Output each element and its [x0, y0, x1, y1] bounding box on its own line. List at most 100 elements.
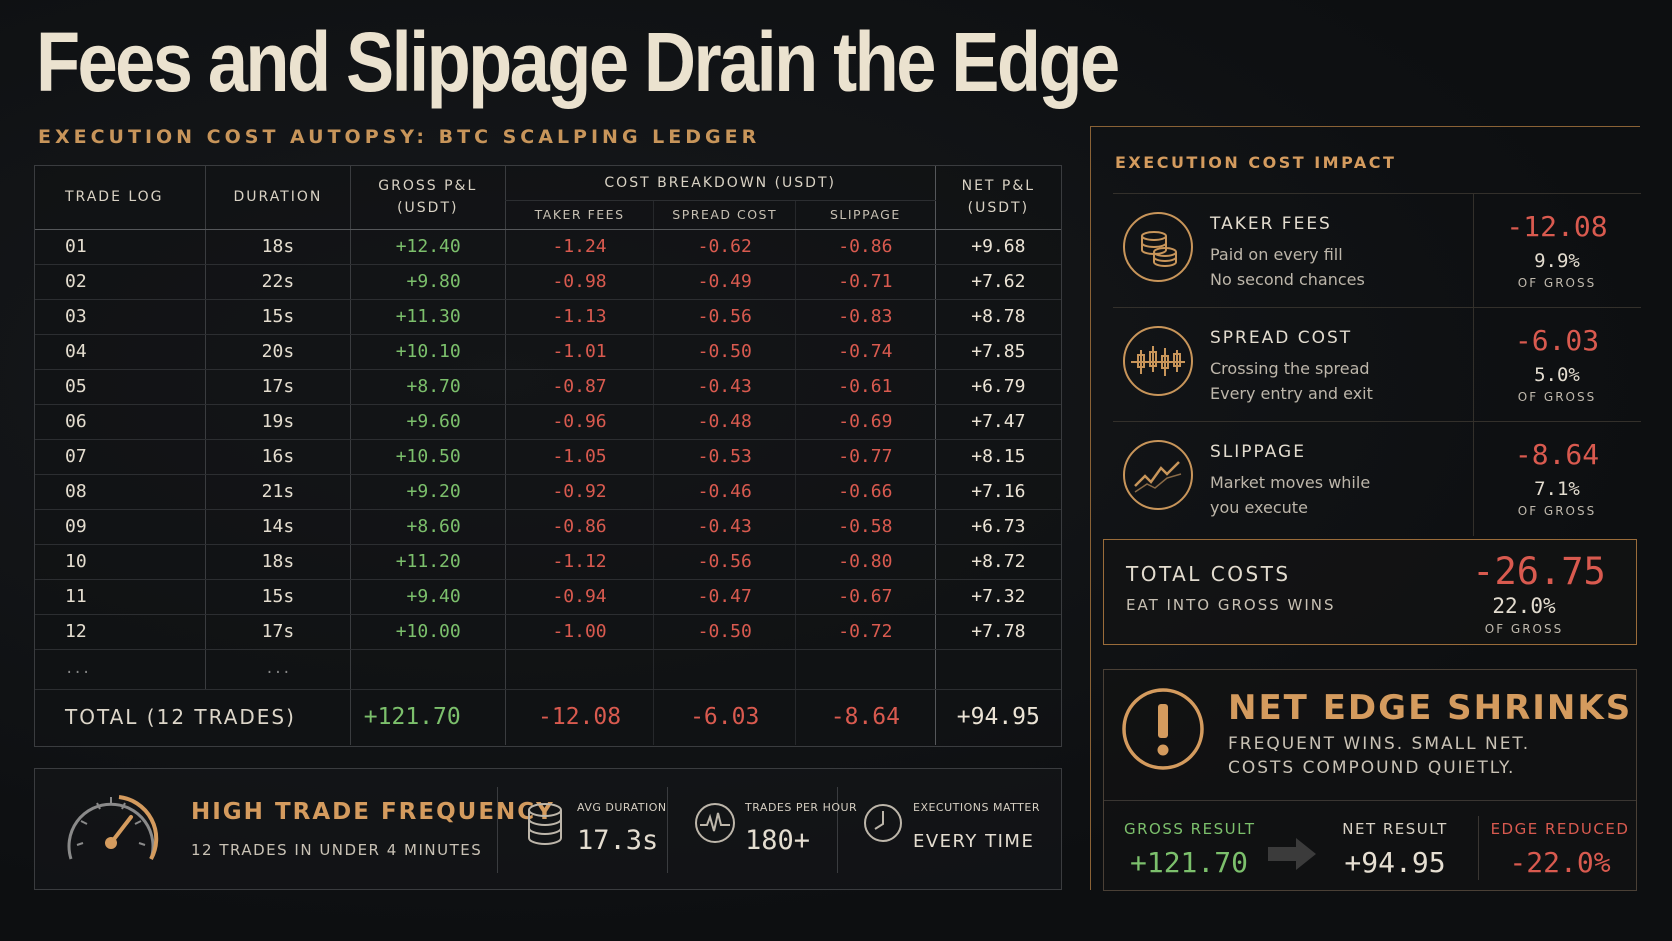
cell-fees: -0.92	[504, 474, 654, 510]
divider	[1473, 422, 1474, 536]
cell-net: +8.72	[934, 544, 1061, 580]
total-spread: -6.03	[653, 688, 796, 745]
cell-slippage: -0.69	[795, 404, 936, 440]
header-taker-fees: TAKER FEES	[504, 200, 654, 230]
cell-ellipsis	[934, 649, 1061, 690]
cell-net: +6.79	[934, 369, 1061, 405]
header-gross-pl-unit: (USDT)	[397, 200, 459, 217]
impact-desc-line: Crossing the spread	[1210, 359, 1370, 378]
frequency-subtitle: 12 TRADES IN UNDER 4 MINUTES	[191, 841, 483, 859]
cell-duration: 17s	[205, 369, 351, 405]
table-row: 09 14s +8.60 -0.86 -0.43 -0.58 +6.73	[35, 509, 1061, 545]
impact-amount: -12.08	[1506, 210, 1608, 243]
cell-ellipsis: ...	[35, 649, 206, 690]
table-row-ellipsis: ......	[35, 649, 1061, 690]
trend-icon	[1123, 440, 1193, 510]
impact-desc: Paid on every fill No second chances	[1210, 242, 1440, 292]
impact-desc-line: No second chances	[1210, 270, 1365, 289]
impact-row-taker-fees: TAKER FEES Paid on every fill No second c…	[1113, 193, 1641, 308]
table-row: 12 17s +10.00 -1.00 -0.50 -0.72 +7.78	[35, 614, 1061, 650]
database-icon	[528, 803, 562, 845]
cell-slippage: -0.72	[795, 614, 936, 650]
net-result-value: +94.95	[1344, 846, 1446, 879]
cell-duration: 22s	[205, 264, 351, 300]
cell-fees: -1.05	[504, 439, 654, 475]
cell-gross: +9.80	[349, 264, 506, 300]
cell-gross: +8.70	[349, 369, 506, 405]
impact-of-gross: OF GROSS	[1517, 504, 1597, 518]
total-slippage: -8.64	[795, 688, 936, 745]
cell-duration: 17s	[205, 614, 351, 650]
cell-gross: +10.10	[349, 334, 506, 370]
impact-percent: 5.0%	[1534, 364, 1580, 386]
table-row: 03 15s +11.30 -1.13 -0.56 -0.83 +8.78	[35, 299, 1061, 335]
stat-label: TRADES PER HOUR	[745, 801, 858, 814]
cell-slippage: -0.83	[795, 299, 936, 335]
cell-net: +7.62	[934, 264, 1061, 300]
impact-row-spread-cost: SPREAD COST Crossing the spread Every ent…	[1113, 307, 1641, 422]
cell-trade: 04	[35, 334, 206, 370]
cell-slippage: -0.71	[795, 264, 936, 300]
cell-net: +8.15	[934, 439, 1061, 475]
net-result-label: NET RESULT	[1342, 820, 1448, 838]
net-edge-line: FREQUENT WINS. SMALL NET.	[1228, 734, 1531, 754]
cell-fees: -0.87	[504, 369, 654, 405]
impact-desc-line: Paid on every fill	[1210, 245, 1343, 264]
table-row: 07 16s +10.50 -1.05 -0.53 -0.77 +8.15	[35, 439, 1061, 475]
divider	[667, 787, 668, 873]
cell-slippage: -0.77	[795, 439, 936, 475]
cell-net: +7.16	[934, 474, 1061, 510]
divider	[497, 787, 498, 873]
impact-desc-line: Every entry and exit	[1210, 384, 1373, 403]
cell-ellipsis	[653, 649, 796, 690]
arrow-right-icon	[1268, 838, 1316, 870]
cell-trade: 02	[35, 264, 206, 300]
stat-value: 17.3s	[577, 825, 659, 856]
ledger-body: 01 18s +12.40 -1.24 -0.62 -0.86 +9.68 02 22s +9.8…	[35, 229, 1061, 745]
impact-amount: -8.64	[1514, 438, 1600, 471]
divider	[1478, 816, 1479, 880]
total-costs-of-gross: OF GROSS	[1484, 622, 1564, 636]
cell-trade: 06	[35, 404, 206, 440]
impact-percent: 9.9%	[1534, 250, 1580, 272]
impact-name: SPREAD COST	[1210, 328, 1353, 348]
impact-amount: -6.03	[1514, 324, 1600, 357]
cell-duration: 21s	[205, 474, 351, 510]
total-label: TOTAL (12 TRADES)	[35, 688, 351, 745]
impact-desc-line: Market moves while	[1210, 473, 1371, 492]
gross-result-value: +121.70	[1129, 846, 1248, 879]
cell-duration: 19s	[205, 404, 351, 440]
cell-fees: -1.12	[504, 544, 654, 580]
cell-ellipsis	[349, 649, 506, 690]
cell-fees: -1.01	[504, 334, 654, 370]
divider	[837, 787, 838, 873]
table-row: 11 15s +9.40 -0.94 -0.47 -0.67 +7.32	[35, 579, 1061, 615]
table-row: 01 18s +12.40 -1.24 -0.62 -0.86 +9.68	[35, 229, 1061, 265]
gross-result-label: GROSS RESULT	[1124, 820, 1256, 838]
table-row: 02 22s +9.80 -0.98 -0.49 -0.71 +7.62	[35, 264, 1061, 300]
cell-net: +7.78	[934, 614, 1061, 650]
cell-fees: -1.24	[504, 229, 654, 265]
cell-spread: -0.43	[653, 369, 796, 405]
impact-desc-line: you execute	[1210, 498, 1308, 517]
cell-duration: 16s	[205, 439, 351, 475]
header-gross-pl-label: GROSS P&L	[378, 178, 478, 195]
cell-fees: -1.13	[504, 299, 654, 335]
cell-slippage: -0.61	[795, 369, 936, 405]
cell-net: +6.73	[934, 509, 1061, 545]
total-fees: -12.08	[504, 688, 654, 745]
clock-icon	[864, 804, 902, 842]
impact-of-gross: OF GROSS	[1517, 390, 1597, 404]
table-row: 06 19s +9.60 -0.96 -0.48 -0.69 +7.47	[35, 404, 1061, 440]
cell-gross: +8.60	[349, 509, 506, 545]
header-spread-cost: SPREAD COST	[653, 200, 796, 230]
impact-row-slippage: SLIPPAGE Market moves while you execute -…	[1113, 421, 1641, 536]
cell-trade: 05	[35, 369, 206, 405]
stat-label: EXECUTIONS MATTER	[913, 801, 1040, 814]
cell-slippage: -0.80	[795, 544, 936, 580]
table-row-total: TOTAL (12 TRADES) +121.70 -12.08 -6.03 -8.64…	[35, 688, 1061, 745]
header-slippage: SLIPPAGE	[795, 200, 936, 230]
cell-trade: 09	[35, 509, 206, 545]
cell-trade: 11	[35, 579, 206, 615]
frequency-strip: HIGH TRADE FREQUENCY 12 TRADES IN UNDER …	[34, 768, 1062, 890]
